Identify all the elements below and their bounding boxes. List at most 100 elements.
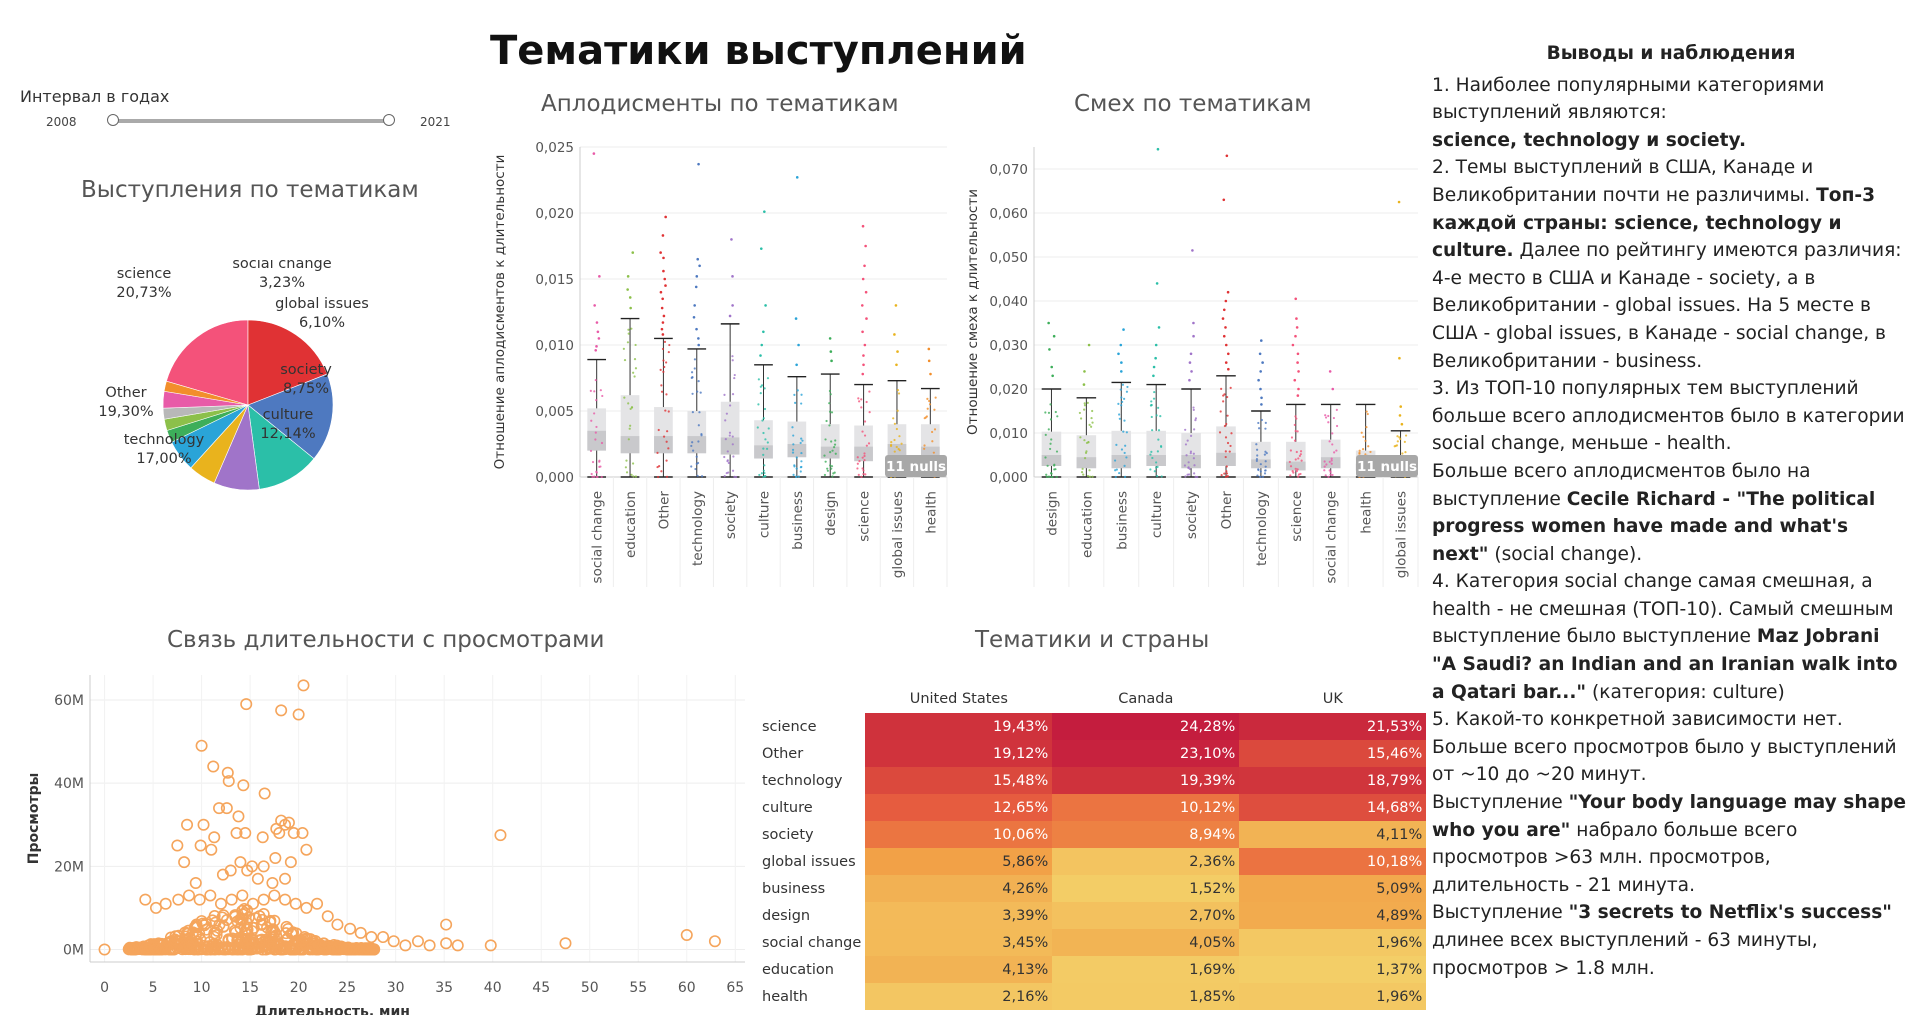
data-point: [1323, 460, 1326, 463]
data-point: [930, 430, 934, 434]
data-point: [1123, 451, 1126, 455]
scatter-point: [377, 931, 390, 944]
outlier-point: [1152, 365, 1156, 369]
scatter-point: [559, 937, 572, 950]
outlier-point: [829, 350, 833, 353]
data-point: [661, 347, 665, 351]
data-point: [828, 389, 832, 393]
outlier-point: [759, 354, 762, 357]
data-point: [660, 470, 663, 473]
year-slider-handle-min[interactable]: [107, 114, 119, 126]
heatmap-cell: 1,37%: [1239, 956, 1427, 983]
y-tick-label: 20M: [54, 859, 84, 875]
data-point: [1091, 421, 1094, 424]
heatmap-cell: 2,70%: [1052, 902, 1240, 929]
scatter-point: [213, 918, 226, 931]
x-tick-label: 5: [149, 980, 158, 996]
outlier-point: [597, 337, 601, 340]
year-slider-track[interactable]: [112, 119, 388, 123]
scatter-point: [241, 864, 254, 877]
data-point: [1049, 403, 1052, 406]
outlier-point: [865, 317, 868, 320]
data-point: [731, 443, 734, 446]
data-point: [1118, 413, 1121, 416]
data-point: [1184, 443, 1188, 446]
scatter-point: [208, 831, 221, 844]
data-point: [1187, 461, 1190, 464]
outlier-point: [1261, 361, 1264, 364]
data-point: [726, 459, 729, 462]
data-point: [698, 411, 701, 414]
data-point: [1264, 421, 1267, 424]
heatmap-row-label: society: [762, 826, 814, 843]
scatter-point: [708, 935, 721, 948]
data-point: [828, 424, 831, 427]
data-point: [1160, 445, 1163, 448]
data-point: [631, 462, 635, 465]
pie-label-name: global issues: [275, 296, 369, 312]
data-point: [867, 442, 871, 445]
data-point: [732, 455, 735, 458]
data-point: [892, 417, 895, 420]
data-point: [1194, 417, 1198, 420]
data-point: [893, 450, 896, 453]
scatter-point: [284, 856, 297, 869]
x-tick-label: 50: [581, 980, 599, 996]
data-point: [625, 459, 628, 462]
outlier-point: [1191, 249, 1194, 252]
scatter-point: [344, 922, 357, 935]
data-point: [634, 475, 638, 478]
data-point: [828, 410, 832, 413]
data-point: [824, 460, 827, 463]
data-point: [800, 437, 803, 440]
data-point: [1047, 411, 1051, 414]
outlier-point: [1293, 378, 1297, 382]
y-tick-label: 0,000: [535, 470, 574, 486]
year-slider-handle-max[interactable]: [383, 114, 395, 126]
data-point: [1263, 453, 1266, 456]
data-point: [1330, 457, 1333, 460]
scatter-point: [230, 827, 243, 840]
outlier-point: [692, 315, 696, 319]
data-point: [693, 358, 697, 361]
insight-text: 1. Наиболее популярными категориями выст…: [1432, 74, 1825, 124]
scatter-point: [242, 943, 255, 956]
box-lower: [720, 437, 740, 455]
data-point: [1365, 425, 1368, 429]
outlier-point: [664, 215, 667, 219]
outlier-point: [1295, 326, 1299, 329]
data-point: [829, 464, 832, 467]
laughter-chart-title: Смех по тематикам: [1074, 91, 1312, 117]
data-point: [1255, 443, 1258, 446]
data-point: [1404, 451, 1407, 454]
outlier-point: [1295, 317, 1298, 320]
data-point: [1335, 424, 1339, 428]
box-lower: [754, 445, 773, 459]
insight-text: (категория: culture): [1592, 681, 1785, 703]
data-point: [1086, 401, 1089, 404]
scatter-point: [321, 910, 334, 923]
data-point: [695, 455, 698, 458]
data-point: [791, 448, 795, 451]
data-point: [1045, 475, 1049, 478]
outlier-point: [595, 345, 598, 348]
outlier-point: [631, 251, 635, 254]
data-point: [831, 449, 834, 452]
data-point: [1122, 430, 1125, 433]
data-point: [830, 465, 834, 468]
data-point: [1193, 428, 1196, 431]
data-point: [663, 365, 666, 369]
scatter-point: [331, 943, 344, 956]
data-point: [691, 376, 694, 379]
data-point: [926, 407, 929, 410]
data-point: [693, 367, 696, 370]
insight-text: 4. Категория social change самая смешная…: [1432, 571, 1894, 648]
data-point: [731, 359, 734, 362]
outlier-point: [759, 247, 763, 250]
heatmap-row: Other 19,12% 23,10% 15,46%: [758, 740, 1427, 767]
heatmap-container: United States Canada UK science 19,43% 24,…: [758, 684, 1427, 1010]
data-point: [860, 475, 863, 478]
data-point: [662, 359, 665, 362]
outlier-point: [1331, 387, 1335, 391]
data-point: [1187, 466, 1190, 469]
